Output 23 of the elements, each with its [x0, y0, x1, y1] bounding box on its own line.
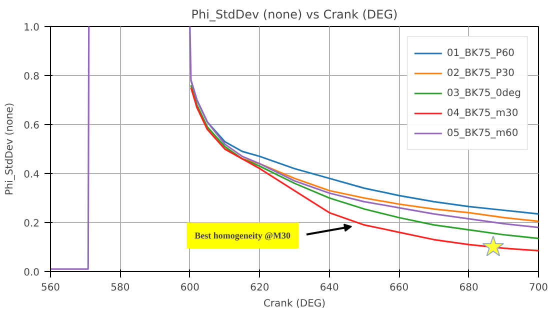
- y-tick-label: 0.0: [24, 268, 40, 278]
- annotation: Best homogeneity @M30: [194, 230, 291, 240]
- legend-label: 01_BK75_P60: [446, 48, 515, 58]
- y-tick-label: 0.2: [24, 218, 40, 230]
- legend-label: 02_BK75_P30: [446, 68, 515, 78]
- x-tick-label: 660: [390, 282, 409, 294]
- y-tick-label: 0.4: [24, 170, 40, 180]
- y-axis-title: Phi_StdDev (none): [4, 102, 16, 196]
- x-tick-label: 680: [459, 282, 478, 294]
- x-tick-label: 580: [110, 282, 130, 294]
- y-tick-label: 1.0: [24, 22, 40, 34]
- y-tick-label: 0.6: [24, 120, 40, 132]
- legend-label: 03_BK75_0deg: [446, 88, 521, 98]
- x-axis-title: Crank (DEG): [263, 298, 326, 310]
- legend-label: 04_BK75_m30: [446, 108, 518, 118]
- chart-title: Phi_StdDev (none) vs Crank (DEG): [191, 8, 398, 22]
- x-tick-label: 620: [250, 282, 270, 294]
- y-tick-label: 0.8: [24, 72, 40, 82]
- x-tick-label: 700: [528, 282, 548, 294]
- x-tick-label: 560: [40, 282, 60, 294]
- x-tick-label: 640: [320, 282, 339, 294]
- legend-label: 05_BK75_m60: [446, 128, 518, 138]
- x-tick-label: 600: [180, 282, 200, 294]
